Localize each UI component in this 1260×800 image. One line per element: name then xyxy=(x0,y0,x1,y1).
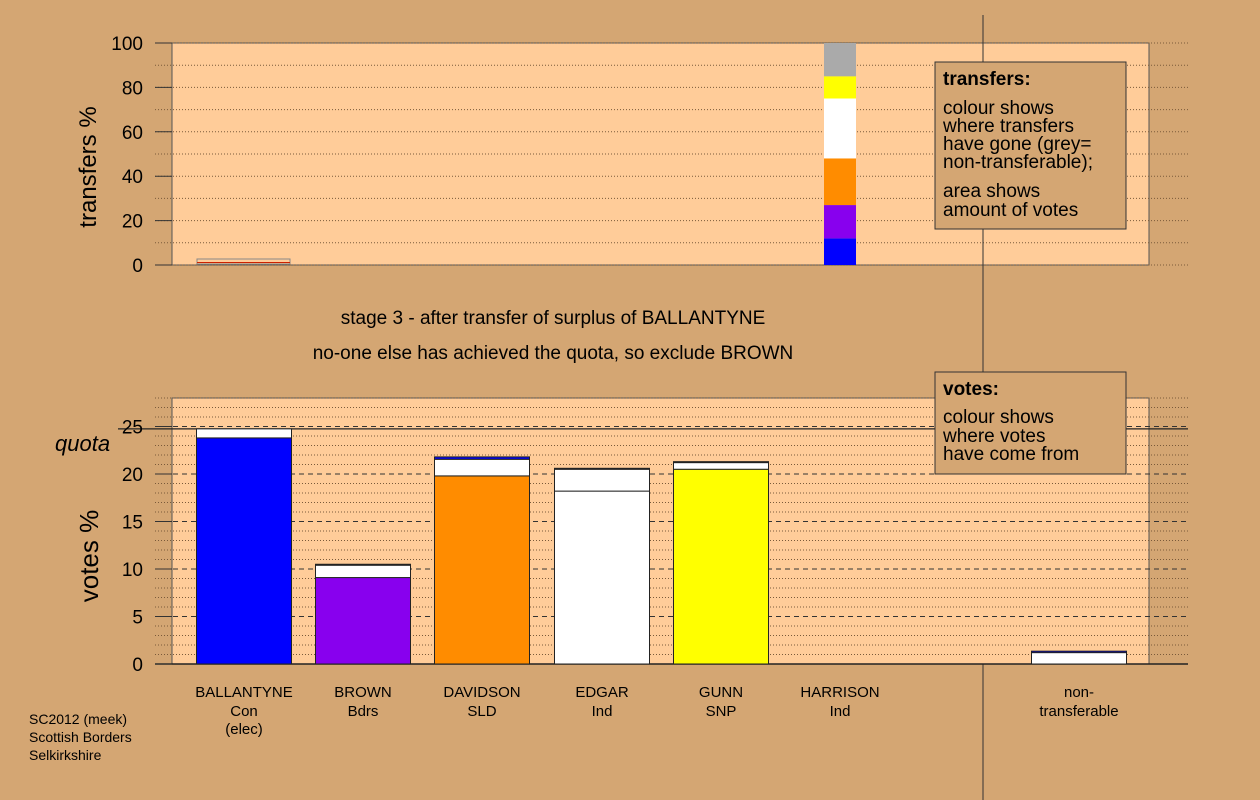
footer-line: SC2012 (meek) xyxy=(29,711,127,727)
candidate-name-label: DAVIDSON xyxy=(443,684,520,701)
votes-y-tick-label: 25 xyxy=(122,418,143,439)
candidate-party-label: transferable xyxy=(1039,703,1118,720)
transfers-y-tick-label: 20 xyxy=(122,212,143,233)
transfers-legend-title: transfers: xyxy=(943,69,1031,90)
transfers-legend-line: have gone (grey= xyxy=(943,134,1091,155)
votes-legend-line: have come from xyxy=(943,444,1079,465)
candidate-party-label: Con xyxy=(230,703,258,720)
votes-y-axis-label: votes % xyxy=(74,510,104,603)
candidate-name-label: EDGAR xyxy=(575,684,629,701)
candidate-party-label: Ind xyxy=(592,703,613,720)
transfers-y-tick-label: 60 xyxy=(122,123,143,144)
stage-heading: stage 3 - after transfer of surplus of B… xyxy=(341,308,766,329)
candidate-name-label: GUNN xyxy=(699,684,743,701)
transfers-y-tick-label: 0 xyxy=(132,256,143,277)
vote-segment-brown-brown xyxy=(315,577,411,665)
candidate-party-label: SNP xyxy=(706,703,737,720)
votes-y-tick-label: 10 xyxy=(122,560,143,581)
vote-segment-brown-edgar xyxy=(315,564,411,579)
vote-segment-edgar-edgar xyxy=(554,468,650,492)
transfers-legend-line: amount of votes xyxy=(943,200,1078,221)
vote-segment-gunn-ballantyne xyxy=(673,461,769,464)
vote-segment-gunn-edgar xyxy=(673,462,769,470)
transfers-y-axis-label: transfers % xyxy=(75,106,102,227)
candidate-note-label: (elec) xyxy=(225,721,263,738)
transfer-segment-davidson xyxy=(824,158,856,206)
transfers-legend-line: colour shows xyxy=(943,98,1054,119)
quota-label: quota xyxy=(55,431,110,456)
candidate-name-label: BROWN xyxy=(334,684,392,701)
transfer-segment-ballantyne xyxy=(824,238,856,265)
vote-segment-non-ballantyne xyxy=(1031,650,1127,654)
votes-legend-title: votes: xyxy=(943,379,999,400)
vote-segment-gunn-gunn xyxy=(673,468,769,665)
vote-segment-edgar-edgar xyxy=(554,490,650,665)
candidate-party-label: SLD xyxy=(467,703,496,720)
candidate-party-label: Bdrs xyxy=(348,703,379,720)
transfers-residual-bar xyxy=(196,258,291,265)
candidate-name-label: HARRISON xyxy=(800,684,879,701)
transfers-y-tick-label: 80 xyxy=(122,78,143,99)
vote-segment-brown-ballantyne xyxy=(315,563,411,566)
transfer-segment-gunn xyxy=(824,76,856,99)
vote-segment-edgar-ballantyne xyxy=(554,467,650,470)
votes-y-tick-label: 0 xyxy=(132,655,143,676)
transfers-legend-line: area shows xyxy=(943,181,1040,202)
votes-y-tick-label: 15 xyxy=(122,513,143,534)
votes-legend-line: where votes xyxy=(942,426,1045,447)
transfers-y-tick-label: 40 xyxy=(122,167,143,188)
footer-notes: SC2012 (meek) Scottish Borders Selkirkshir… xyxy=(29,711,132,763)
vote-segment-ballantyne-edgar xyxy=(196,428,292,439)
vote-segment-davidson-davidson xyxy=(434,475,530,665)
votes-y-tick-label: 20 xyxy=(122,465,143,486)
candidate-name-label: non- xyxy=(1064,684,1094,701)
transfer-segment-brown xyxy=(824,205,856,239)
candidate-party-label: Ind xyxy=(830,703,851,720)
transfer-segment-non-transferable xyxy=(824,43,856,77)
transfers-legend-line: non-transferable); xyxy=(943,152,1093,173)
transfers-y-tick-label: 100 xyxy=(111,34,143,55)
transfer-segment-edgar xyxy=(824,98,856,159)
vote-segment-davidson-edgar xyxy=(434,458,530,477)
footer-line: Selkirkshire xyxy=(29,747,102,763)
votes-legend-line: colour shows xyxy=(943,407,1054,428)
footer-line: Scottish Borders xyxy=(29,729,132,745)
vote-segment-ballantyne-ballantyne xyxy=(196,437,292,665)
votes-y-tick-label: 5 xyxy=(132,608,143,629)
transfers-legend-line: where transfers xyxy=(942,116,1074,137)
candidate-name-label: BALLANTYNE xyxy=(195,684,293,701)
vote-segment-davidson-ballantyne xyxy=(434,456,530,460)
vote-segment-non-edgar xyxy=(1031,652,1127,665)
stage-subheading: no-one else has achieved the quota, so e… xyxy=(313,343,794,364)
